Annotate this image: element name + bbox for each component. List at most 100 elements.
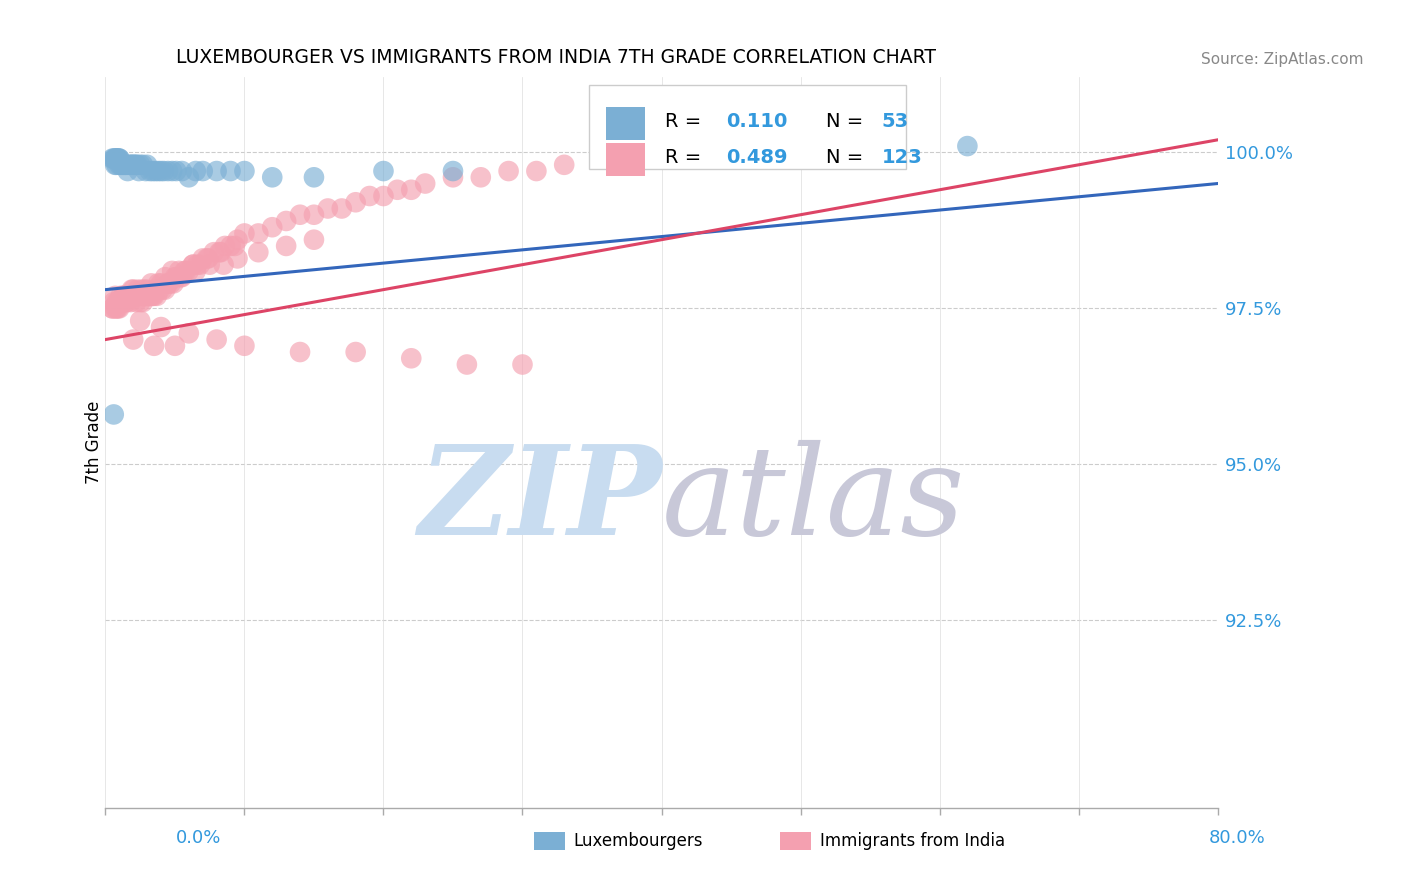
- Point: [101, 301, 124, 316]
- Point: [153, 164, 176, 178]
- Point: [162, 277, 184, 291]
- Point: [165, 270, 187, 285]
- Point: [120, 289, 142, 303]
- Point: [127, 283, 149, 297]
- Text: 0.110: 0.110: [725, 112, 787, 131]
- Point: [148, 277, 170, 291]
- Point: [117, 289, 139, 303]
- Point: [118, 158, 141, 172]
- Point: [512, 358, 534, 372]
- Point: [197, 252, 219, 266]
- Point: [202, 245, 225, 260]
- Point: [302, 170, 325, 185]
- Text: LUXEMBOURGER VS IMMIGRANTS FROM INDIA 7TH GRADE CORRELATION CHART: LUXEMBOURGER VS IMMIGRANTS FROM INDIA 7T…: [176, 48, 936, 67]
- Point: [288, 208, 311, 222]
- Text: 0.0%: 0.0%: [176, 829, 221, 847]
- Point: [526, 164, 548, 178]
- Point: [224, 239, 246, 253]
- Point: [344, 345, 367, 359]
- Point: [107, 295, 129, 310]
- Point: [692, 139, 714, 153]
- Point: [103, 295, 125, 310]
- Point: [156, 277, 179, 291]
- Point: [233, 227, 256, 241]
- Point: [160, 164, 183, 178]
- Point: [121, 289, 143, 303]
- Point: [170, 164, 193, 178]
- Point: [111, 295, 134, 310]
- Point: [108, 301, 131, 316]
- Point: [103, 152, 125, 166]
- Point: [150, 277, 173, 291]
- Point: [214, 239, 236, 253]
- Point: [373, 164, 395, 178]
- FancyBboxPatch shape: [606, 143, 645, 176]
- Point: [169, 270, 191, 285]
- Point: [146, 289, 169, 303]
- Point: [262, 220, 284, 235]
- Point: [160, 264, 183, 278]
- Point: [132, 158, 155, 172]
- Point: [110, 289, 132, 303]
- Point: [288, 345, 311, 359]
- Point: [115, 295, 138, 310]
- Point: [262, 170, 284, 185]
- Point: [470, 170, 492, 185]
- Point: [198, 258, 221, 272]
- Point: [159, 277, 181, 291]
- Point: [209, 245, 232, 260]
- Text: 0.489: 0.489: [725, 148, 787, 168]
- Point: [373, 189, 395, 203]
- Point: [141, 277, 163, 291]
- Point: [136, 289, 159, 303]
- Point: [163, 339, 186, 353]
- Point: [401, 351, 423, 366]
- Point: [128, 289, 150, 303]
- Point: [141, 289, 163, 303]
- Point: [120, 295, 142, 310]
- Point: [956, 139, 979, 153]
- Point: [101, 301, 124, 316]
- Point: [112, 289, 135, 303]
- Text: N =: N =: [827, 148, 870, 168]
- Point: [107, 152, 129, 166]
- Point: [117, 289, 139, 303]
- Point: [330, 202, 353, 216]
- Text: 123: 123: [882, 148, 922, 168]
- Point: [247, 245, 270, 260]
- Point: [205, 333, 228, 347]
- Point: [150, 164, 173, 178]
- Point: [134, 289, 156, 303]
- Point: [108, 152, 131, 166]
- Point: [184, 164, 207, 178]
- Point: [131, 283, 153, 297]
- Point: [131, 289, 153, 303]
- Point: [107, 301, 129, 316]
- Point: [177, 326, 200, 341]
- Point: [142, 289, 165, 303]
- Point: [401, 183, 423, 197]
- Point: [156, 164, 179, 178]
- Point: [108, 295, 131, 310]
- Point: [125, 158, 148, 172]
- Point: [135, 289, 157, 303]
- Point: [191, 252, 214, 266]
- Point: [302, 208, 325, 222]
- Point: [177, 264, 200, 278]
- FancyBboxPatch shape: [606, 107, 645, 139]
- Point: [191, 164, 214, 178]
- Point: [153, 283, 176, 297]
- Point: [276, 239, 298, 253]
- Point: [118, 289, 141, 303]
- Point: [165, 164, 187, 178]
- Point: [163, 270, 186, 285]
- Point: [219, 239, 242, 253]
- Point: [105, 301, 128, 316]
- Point: [124, 158, 146, 172]
- Point: [104, 289, 127, 303]
- Point: [127, 158, 149, 172]
- Point: [149, 283, 172, 297]
- Point: [139, 164, 162, 178]
- Point: [498, 164, 520, 178]
- Point: [143, 283, 166, 297]
